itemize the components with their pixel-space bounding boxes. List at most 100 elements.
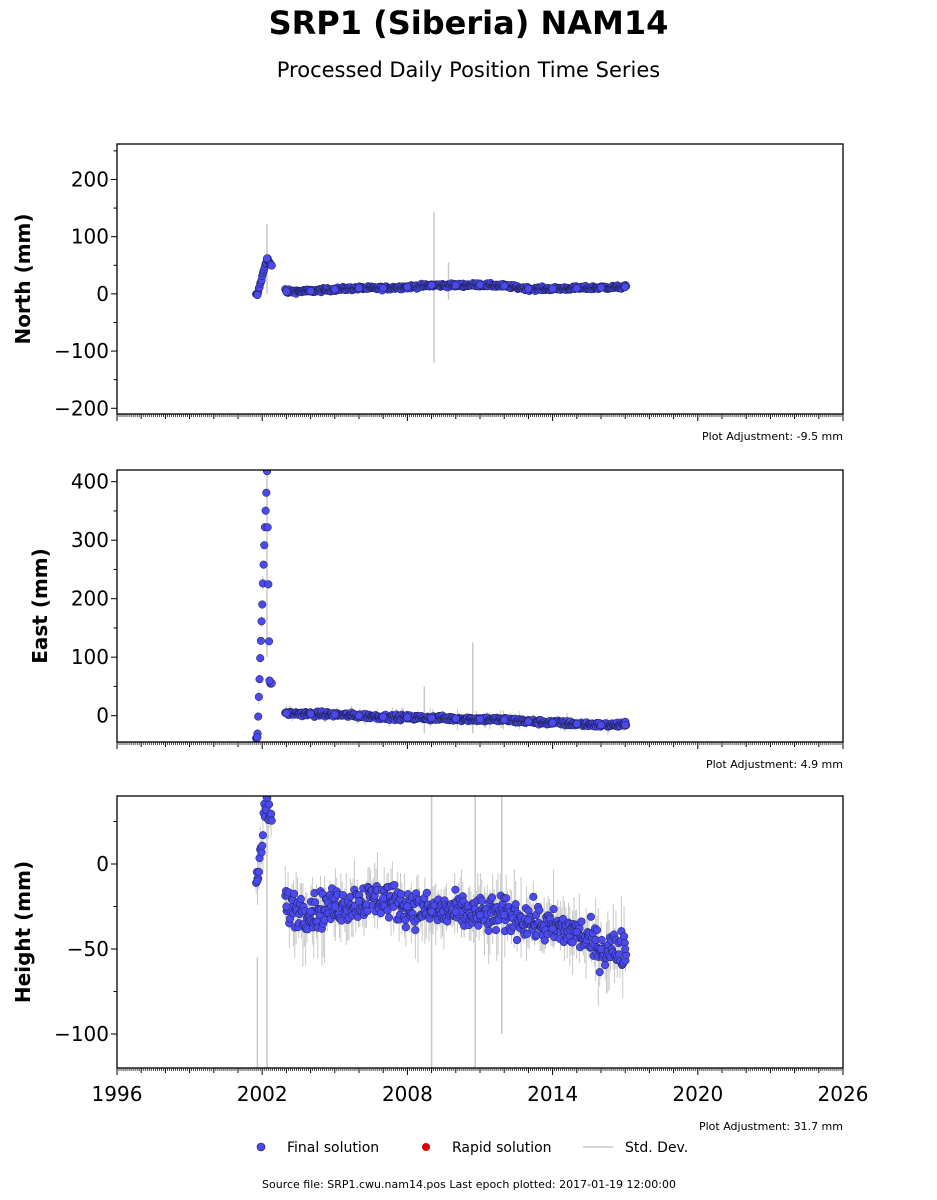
legend-final-label: Final solution [287, 1140, 379, 1156]
height-x-ticks: 1996 2002 2008 2014 2020 2026 [92, 1068, 869, 1106]
north-y-tick-label: −100 [54, 339, 109, 363]
height-point [491, 926, 501, 935]
east-point [256, 654, 265, 663]
height-x-tick-label: 2026 [818, 1082, 869, 1106]
north-axis-label: North (mm) [11, 213, 35, 344]
height-point [282, 902, 291, 911]
east-y-tick-label: 100 [71, 645, 109, 669]
height-y-tick-label: −50 [67, 937, 109, 961]
east-point [256, 636, 265, 645]
height-point [306, 907, 315, 916]
height-point [502, 894, 511, 903]
east-point [254, 712, 263, 721]
east-point [264, 637, 274, 646]
east-point [261, 506, 270, 515]
legend-rapid-label: Rapid solution [452, 1140, 552, 1156]
east-point [572, 719, 581, 728]
north-point [548, 284, 557, 293]
chart-subtitle: Processed Daily Position Time Series [276, 58, 661, 82]
north-point [596, 283, 606, 292]
height-point [262, 796, 272, 802]
height-point [379, 893, 388, 903]
height-point [548, 924, 557, 933]
east-point [524, 717, 533, 726]
north-plot-adjustment: Plot Adjustment: -9.5 mm [702, 430, 843, 443]
east-point [330, 710, 339, 719]
height-point [427, 907, 436, 916]
east-point [354, 711, 364, 720]
height-point [330, 902, 339, 911]
height-point [258, 831, 267, 840]
east-point [255, 675, 264, 684]
north-point [379, 284, 388, 293]
height-point [363, 907, 372, 916]
north-point [621, 282, 630, 292]
height-point [267, 809, 276, 818]
north-point [354, 284, 364, 293]
height-point [549, 905, 558, 914]
height-point [311, 898, 320, 907]
north-point [306, 286, 315, 296]
height-point [586, 912, 595, 921]
east-point [475, 715, 485, 724]
legend: Final solution Rapid solution Std. Dev. [256, 1140, 688, 1156]
height-point [451, 907, 460, 916]
height-axis-label: Height (mm) [11, 861, 35, 1003]
north-axes-frame [116, 143, 844, 415]
height-point [535, 906, 544, 915]
north-panel: −200 −100 0 100 200 North (mm) Plot Adjustment… [11, 143, 844, 443]
north-plot [252, 212, 631, 363]
height-axes-frame [116, 795, 844, 1069]
east-point [427, 713, 436, 723]
height-point [384, 913, 394, 922]
height-point [592, 925, 602, 935]
height-point [595, 968, 604, 977]
east-point [379, 712, 388, 721]
east-point [258, 600, 267, 609]
panels-group: −200 −100 0 100 200 North (mm) Plot Adjustment… [11, 143, 869, 1133]
east-point [262, 470, 272, 476]
height-x-tick-label: 2020 [672, 1082, 723, 1106]
height-point [577, 917, 586, 926]
north-y-tick-label: 100 [71, 225, 109, 249]
east-axis-label: East (mm) [28, 548, 52, 664]
height-point [264, 782, 272, 790]
height-x-tick-label: 2002 [237, 1082, 288, 1106]
east-point [282, 709, 291, 718]
height-x-tick-label: 1996 [92, 1082, 143, 1106]
north-point [330, 285, 339, 294]
height-point [451, 885, 460, 894]
height-point [254, 867, 263, 876]
north-point [475, 280, 485, 289]
legend-final-marker [256, 1142, 266, 1152]
height-point [597, 935, 606, 944]
height-point [523, 929, 532, 938]
east-axes-frame [116, 469, 844, 743]
north-point [500, 281, 509, 290]
height-plot-adjustment: Plot Adjustment: 31.7 mm [699, 1120, 843, 1133]
height-point [615, 950, 624, 959]
north-point [267, 261, 276, 270]
height-point [296, 894, 305, 904]
height-point [621, 944, 630, 954]
east-y-tick-label: 400 [71, 470, 109, 494]
east-point [451, 714, 460, 723]
height-point [512, 935, 522, 945]
north-y-ticks: −200 −100 0 100 200 [54, 150, 117, 420]
height-point [568, 938, 577, 947]
height-point [338, 891, 347, 900]
east-points-group [252, 470, 631, 742]
east-panel: 0 100 200 300 400 East (mm) Plot Adjustment: 4… [28, 469, 844, 771]
height-point [397, 890, 406, 899]
height-point [475, 910, 485, 920]
height-point [500, 910, 509, 920]
height-point [487, 893, 497, 902]
height-point [258, 841, 267, 850]
north-y-tick-label: 200 [71, 167, 109, 191]
chart-title: SRP1 (Siberia) NAM14 [268, 4, 669, 42]
height-point [264, 800, 274, 809]
east-point [621, 720, 630, 730]
east-point [262, 488, 271, 497]
height-point [422, 888, 431, 897]
